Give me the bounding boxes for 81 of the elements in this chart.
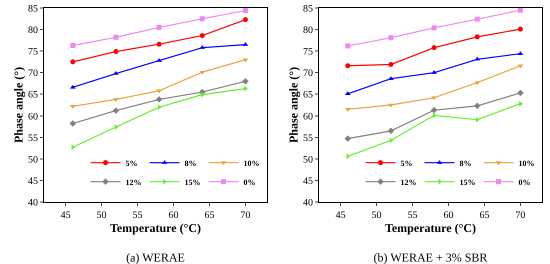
y-axis-title: Phase angle (°)	[11, 66, 26, 144]
y-tick-label: 80	[303, 25, 313, 36]
point	[70, 43, 76, 48]
y-tick-label: 70	[303, 68, 313, 80]
y-tick-label: 45	[28, 176, 38, 187]
point	[156, 24, 162, 30]
point	[474, 34, 480, 40]
point	[518, 26, 523, 32]
point	[70, 120, 76, 127]
x-tick-label: 70	[240, 210, 250, 221]
point	[113, 34, 118, 40]
point	[112, 107, 120, 114]
point	[200, 16, 205, 22]
y-tick-label: 65	[303, 90, 313, 101]
y-tick-label: 40	[28, 198, 38, 208]
x-tick-label: 50	[372, 210, 382, 221]
x-tick-label: 65	[479, 210, 490, 221]
x-tick-label: 45	[60, 210, 71, 221]
legend-label: 5%	[126, 158, 138, 168]
point	[388, 62, 394, 67]
point	[388, 128, 394, 134]
y-tick-label: 70	[28, 68, 38, 80]
point	[345, 43, 350, 48]
y-tick-label: 60	[28, 111, 38, 122]
y-tick-label: 85	[28, 4, 38, 14]
text: (a) WERAE	[126, 250, 185, 264]
legend-label: 12%	[400, 178, 417, 187]
point	[242, 17, 248, 22]
x-axis-title: Temperature (°C)	[384, 221, 476, 235]
y-tick-label: 50	[303, 154, 313, 166]
point	[156, 42, 162, 47]
point	[518, 8, 523, 13]
point	[345, 63, 350, 68]
point	[242, 8, 248, 14]
y-tick-label: 40	[303, 198, 313, 208]
point	[517, 90, 524, 96]
x-tick-label: 65	[204, 210, 214, 221]
point	[200, 33, 205, 38]
legend-label: 8%	[460, 158, 472, 168]
point	[344, 135, 352, 142]
point	[430, 106, 438, 114]
point	[432, 25, 437, 30]
text: (b) WERAE + 3% SBR	[374, 250, 488, 264]
x-tick-label: 45	[336, 210, 346, 221]
x-tick-label: 55	[132, 210, 143, 221]
legend-label: 15%	[460, 178, 476, 187]
x-tick-label: 70	[515, 210, 526, 221]
point	[70, 59, 76, 64]
legend-label: 15%	[184, 178, 201, 187]
point	[474, 102, 481, 110]
x-tick-label: 50	[96, 210, 107, 221]
y-tick-label: 80	[28, 25, 38, 36]
y-tick-label: 75	[28, 46, 38, 58]
y-tick-label: 50	[28, 154, 38, 166]
y-tick-label: 65	[28, 90, 38, 101]
point	[156, 96, 162, 103]
legend-label: 10%	[244, 158, 260, 168]
x-axis-title: Temperature (°C)	[110, 221, 202, 235]
x-tick-label: 60	[443, 210, 454, 221]
point	[431, 96, 437, 100]
y-tick-label: 60	[303, 111, 313, 122]
y-tick-label: 75	[303, 46, 313, 58]
y-tick-label: 55	[28, 132, 38, 144]
y-tick-label: 85	[303, 4, 313, 14]
legend-label: 12%	[126, 178, 142, 187]
point	[432, 45, 437, 50]
point	[242, 58, 248, 62]
legend-label: 0%	[244, 178, 256, 187]
x-tick-label: 55	[408, 210, 418, 221]
point	[388, 35, 394, 40]
point	[113, 49, 118, 54]
point	[242, 78, 249, 85]
y-tick-label: 45	[303, 176, 313, 187]
y-axis-title: Phase angle (°)	[286, 66, 300, 144]
point	[474, 16, 480, 22]
y-tick-label: 55	[303, 132, 313, 144]
legend-label: 10%	[518, 158, 535, 168]
legend-label: 5%	[400, 158, 413, 168]
legend-label: 8%	[184, 158, 197, 168]
x-tick-label: 60	[168, 210, 178, 221]
legend-label: 0%	[518, 178, 531, 187]
